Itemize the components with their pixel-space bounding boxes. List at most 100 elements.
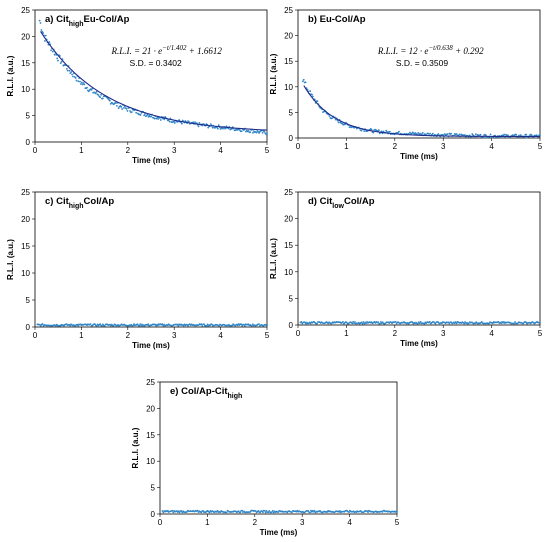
panel-title-rest: Col/Ap — [84, 196, 115, 207]
data-point — [261, 131, 264, 134]
fit-equation: R.L.I. = 12 · e−t/0.638 + 0.292 — [377, 44, 484, 56]
data-point — [69, 324, 72, 327]
y-tick-label: 25 — [284, 188, 293, 197]
data-point — [266, 133, 268, 135]
data-point — [240, 130, 243, 133]
panel-title-main: b) Eu-Col/Ap — [308, 14, 366, 25]
data-point — [417, 322, 419, 325]
data-point — [162, 511, 165, 514]
data-point — [209, 123, 212, 126]
y-tick-label: 15 — [284, 241, 293, 250]
data-point — [262, 511, 264, 514]
data-point — [312, 95, 314, 98]
data-point — [539, 134, 541, 137]
x-tick-label: 1 — [79, 146, 84, 155]
data-point — [139, 114, 142, 116]
data-point — [240, 323, 243, 326]
data-point — [377, 129, 380, 132]
data-point — [316, 100, 319, 103]
x-tick-label: 1 — [205, 518, 210, 527]
data-point — [115, 104, 118, 107]
panel-title-main: a) Cit — [45, 14, 70, 25]
data-point — [434, 322, 437, 325]
data-point — [217, 124, 220, 127]
x-axis-label: Time (ms) — [132, 341, 170, 350]
standard-deviation: S.D. = 0.3509 — [396, 58, 448, 68]
data-point — [249, 131, 252, 134]
x-tick-label: 5 — [395, 518, 400, 527]
data-point — [450, 132, 453, 135]
plot-frame — [34, 191, 268, 328]
data-point — [429, 321, 431, 323]
fit-curve — [303, 85, 540, 138]
data-point — [41, 323, 44, 325]
data-point — [480, 320, 483, 323]
data-point — [121, 108, 124, 110]
x-tick-label: 1 — [79, 331, 84, 340]
y-axis-label: R.L.I. (a.u.) — [6, 55, 15, 96]
y-axis-label: R.L.I. (a.u.) — [269, 53, 278, 94]
y-tick-label: 15 — [21, 59, 30, 68]
data-point — [463, 322, 466, 325]
x-tick-label: 2 — [126, 331, 131, 340]
data-point — [225, 511, 228, 514]
data-point — [500, 322, 503, 325]
panel-title: b) Eu-Col/Ap — [308, 14, 366, 25]
data-point — [421, 131, 424, 134]
y-tick-label: 20 — [146, 404, 155, 413]
data-point — [231, 324, 234, 327]
data-point — [103, 324, 106, 327]
data-point — [377, 321, 380, 324]
data-point — [420, 133, 423, 136]
data-point — [192, 121, 195, 124]
data-point — [156, 116, 159, 119]
data-point — [168, 120, 171, 123]
data-point — [48, 41, 51, 43]
data-point — [99, 323, 102, 326]
data-point — [304, 81, 307, 84]
x-tick-label: 3 — [300, 518, 305, 527]
plot-frame — [159, 381, 398, 515]
data-point — [130, 111, 133, 113]
data-point — [530, 134, 533, 137]
data-point — [348, 511, 350, 514]
y-tick-label: 0 — [26, 323, 31, 332]
data-point — [71, 73, 74, 76]
x-tick-label: 3 — [441, 142, 446, 151]
data-point — [313, 509, 316, 512]
y-tick-label: 10 — [146, 457, 155, 466]
data-point — [50, 49, 52, 52]
data-point — [117, 107, 120, 109]
data-point — [365, 322, 367, 325]
x-tick-label: 0 — [296, 329, 301, 338]
x-tick-label: 5 — [265, 146, 270, 155]
data-point — [196, 509, 199, 512]
data-point — [339, 510, 341, 512]
panel-title-subscript: low — [332, 203, 344, 210]
x-axis-label: Time (ms) — [400, 339, 438, 348]
y-tick-label: 5 — [289, 108, 294, 117]
data-point — [311, 93, 313, 96]
data-point — [77, 80, 80, 83]
fit-equation-rhs: + 1.6612 — [187, 46, 223, 56]
chart-c: 0 5 10 15 20 25 0 1 2 3 4 5 Time (ms) R.L.I. (a.u.) c)… — [6, 188, 270, 350]
data-point — [157, 324, 159, 327]
data-point — [112, 324, 115, 327]
data-point — [515, 133, 518, 136]
chart-a: 0 5 10 15 20 25 0 1 2 3 4 5 Time (ms) R.L.I. (a.u.) a)… — [6, 6, 270, 165]
data-point — [241, 509, 243, 512]
x-tick-label: 4 — [218, 146, 223, 155]
y-tick-label: 25 — [284, 6, 293, 15]
data-point — [39, 324, 42, 327]
data-point — [271, 509, 274, 512]
x-tick-label: 4 — [489, 142, 494, 151]
data-point — [525, 133, 528, 136]
data-point — [386, 131, 388, 133]
y-tick-label: 20 — [284, 32, 293, 41]
data-point — [126, 110, 129, 112]
data-point — [143, 114, 146, 117]
data-point — [475, 133, 477, 136]
data-point — [129, 110, 131, 112]
data-point — [135, 111, 138, 114]
data-point — [307, 510, 310, 512]
